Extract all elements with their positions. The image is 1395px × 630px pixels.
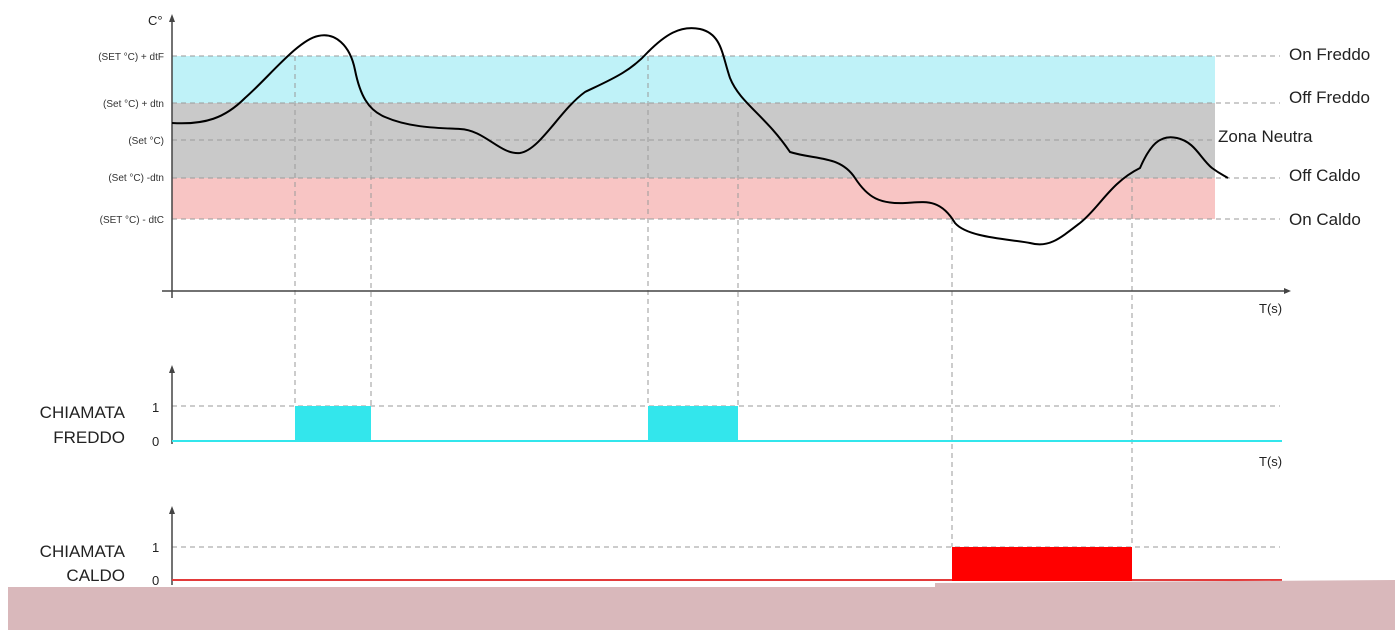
cold-call-label-line1: CHIAMATA xyxy=(40,403,126,422)
cold-call-tick-1: 1 xyxy=(152,400,159,415)
cold-call-label-line2: FREDDO xyxy=(53,428,125,447)
cold-call-x-unit: T(s) xyxy=(1259,454,1282,469)
state-label-off-caldo: Off Caldo xyxy=(1289,166,1361,185)
heat-call-tick-0: 0 xyxy=(152,573,159,588)
state-label-on-freddo: On Freddo xyxy=(1289,45,1370,64)
level-label-set-plus-dtn: (Set °C) + dtn xyxy=(103,99,164,110)
temperature-x-axis-arrow xyxy=(1284,288,1291,294)
temperature-x-unit: T(s) xyxy=(1259,301,1282,316)
heat-call-label-line1: CHIAMATA xyxy=(40,542,126,561)
level-label-set-minus-dtn: (Set °C) -dtn xyxy=(108,173,164,184)
temperature-y-unit: C° xyxy=(148,13,163,28)
level-label-set-plus-dtf: (SET °C) + dtF xyxy=(98,52,164,63)
temperature-y-axis-arrow xyxy=(169,14,175,22)
heat-call-tick-1: 1 xyxy=(152,540,159,555)
cold-call-pulse-1 xyxy=(295,406,371,441)
state-label-zona-neutra: Zona Neutra xyxy=(1218,127,1313,146)
cold-call-tick-0: 0 xyxy=(152,434,159,449)
heat-hysteresis-band xyxy=(172,178,1215,219)
heat-call-pulse xyxy=(952,547,1132,581)
state-label-on-caldo: On Caldo xyxy=(1289,210,1361,229)
temperature-curve xyxy=(171,27,1229,246)
heat-call-y-axis-arrow xyxy=(169,506,175,514)
state-label-off-freddo: Off Freddo xyxy=(1289,88,1370,107)
level-label-set: (Set °C) xyxy=(128,136,164,147)
footer-band xyxy=(8,580,1395,630)
heat-call-label-line2: CALDO xyxy=(66,566,125,585)
level-label-set-minus-dtc: (SET °C) - dtC xyxy=(100,215,164,226)
cold-hysteresis-band xyxy=(172,56,1215,103)
cold-call-pulse-2 xyxy=(648,406,738,441)
cold-call-y-axis-arrow xyxy=(169,365,175,373)
